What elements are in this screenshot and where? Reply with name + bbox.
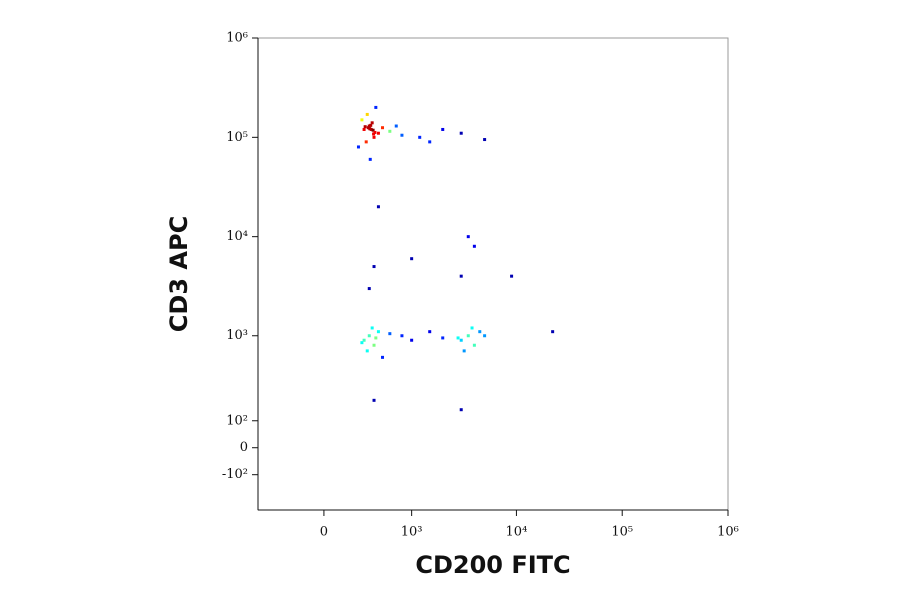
data-point bbox=[371, 128, 375, 132]
x-tick-label: 10⁵ bbox=[611, 525, 633, 540]
data-point bbox=[428, 330, 432, 334]
data-point bbox=[459, 408, 463, 412]
data-point bbox=[462, 349, 466, 353]
data-point bbox=[472, 343, 476, 347]
data-point bbox=[356, 145, 360, 149]
data-point bbox=[373, 130, 377, 134]
y-tick-label: 10³ bbox=[226, 328, 248, 343]
data-point bbox=[394, 124, 398, 128]
data-point bbox=[483, 334, 487, 338]
data-point bbox=[372, 135, 376, 139]
data-point bbox=[478, 330, 482, 334]
data-point bbox=[360, 341, 364, 345]
data-point bbox=[360, 118, 364, 122]
data-point bbox=[388, 129, 392, 133]
data-point bbox=[410, 338, 414, 342]
data-point bbox=[472, 244, 476, 248]
data-point bbox=[364, 140, 368, 144]
data-point bbox=[441, 127, 445, 131]
data-point bbox=[388, 332, 392, 336]
y-tick-label: 0 bbox=[240, 440, 248, 455]
data-point bbox=[372, 343, 376, 347]
data-point bbox=[367, 287, 371, 291]
data-point bbox=[381, 355, 385, 359]
x-axis-title: CD200 FITC bbox=[415, 551, 570, 579]
data-point bbox=[381, 126, 385, 130]
data-point bbox=[441, 336, 445, 340]
x-tick-label: 10³ bbox=[401, 525, 423, 540]
data-point bbox=[428, 140, 432, 144]
data-point bbox=[363, 125, 367, 129]
x-tick-label: 10⁴ bbox=[506, 525, 528, 540]
data-point bbox=[370, 121, 374, 125]
y-tick-label: 10⁴ bbox=[226, 229, 248, 244]
data-point bbox=[376, 330, 380, 334]
x-tick-label: 10⁶ bbox=[717, 525, 739, 540]
y-axis-title: CD3 APC bbox=[165, 216, 193, 332]
y-tick-label: -10² bbox=[222, 467, 248, 482]
x-tick-label: 0 bbox=[320, 525, 328, 540]
data-point bbox=[362, 127, 366, 131]
data-point bbox=[400, 334, 404, 338]
data-point bbox=[459, 131, 463, 135]
data-point bbox=[459, 274, 463, 278]
y-tick-label: 10⁵ bbox=[226, 130, 248, 145]
data-point bbox=[470, 326, 474, 330]
data-point bbox=[510, 274, 514, 278]
y-tick-label: 10² bbox=[226, 413, 248, 428]
data-point bbox=[367, 334, 371, 338]
data-point bbox=[466, 334, 470, 338]
data-point bbox=[362, 338, 366, 342]
data-point bbox=[370, 326, 374, 330]
data-point bbox=[418, 135, 422, 139]
data-point bbox=[368, 127, 372, 131]
data-point bbox=[483, 138, 487, 142]
data-point bbox=[372, 265, 376, 269]
data-point bbox=[551, 330, 555, 334]
data-point bbox=[410, 257, 414, 261]
data-point bbox=[365, 349, 369, 353]
data-point bbox=[365, 112, 369, 116]
data-point bbox=[459, 338, 463, 342]
data-point bbox=[368, 157, 372, 161]
data-point bbox=[400, 133, 404, 137]
data-point bbox=[376, 205, 380, 209]
plot-frame bbox=[257, 37, 729, 511]
data-point bbox=[374, 105, 378, 109]
data-point bbox=[369, 123, 373, 127]
data-point bbox=[374, 336, 378, 340]
data-point bbox=[376, 131, 380, 135]
data-point bbox=[372, 398, 376, 402]
data-point bbox=[466, 235, 470, 239]
y-tick-label: 10⁶ bbox=[226, 31, 248, 46]
data-point bbox=[456, 336, 460, 340]
data-point bbox=[372, 132, 376, 136]
